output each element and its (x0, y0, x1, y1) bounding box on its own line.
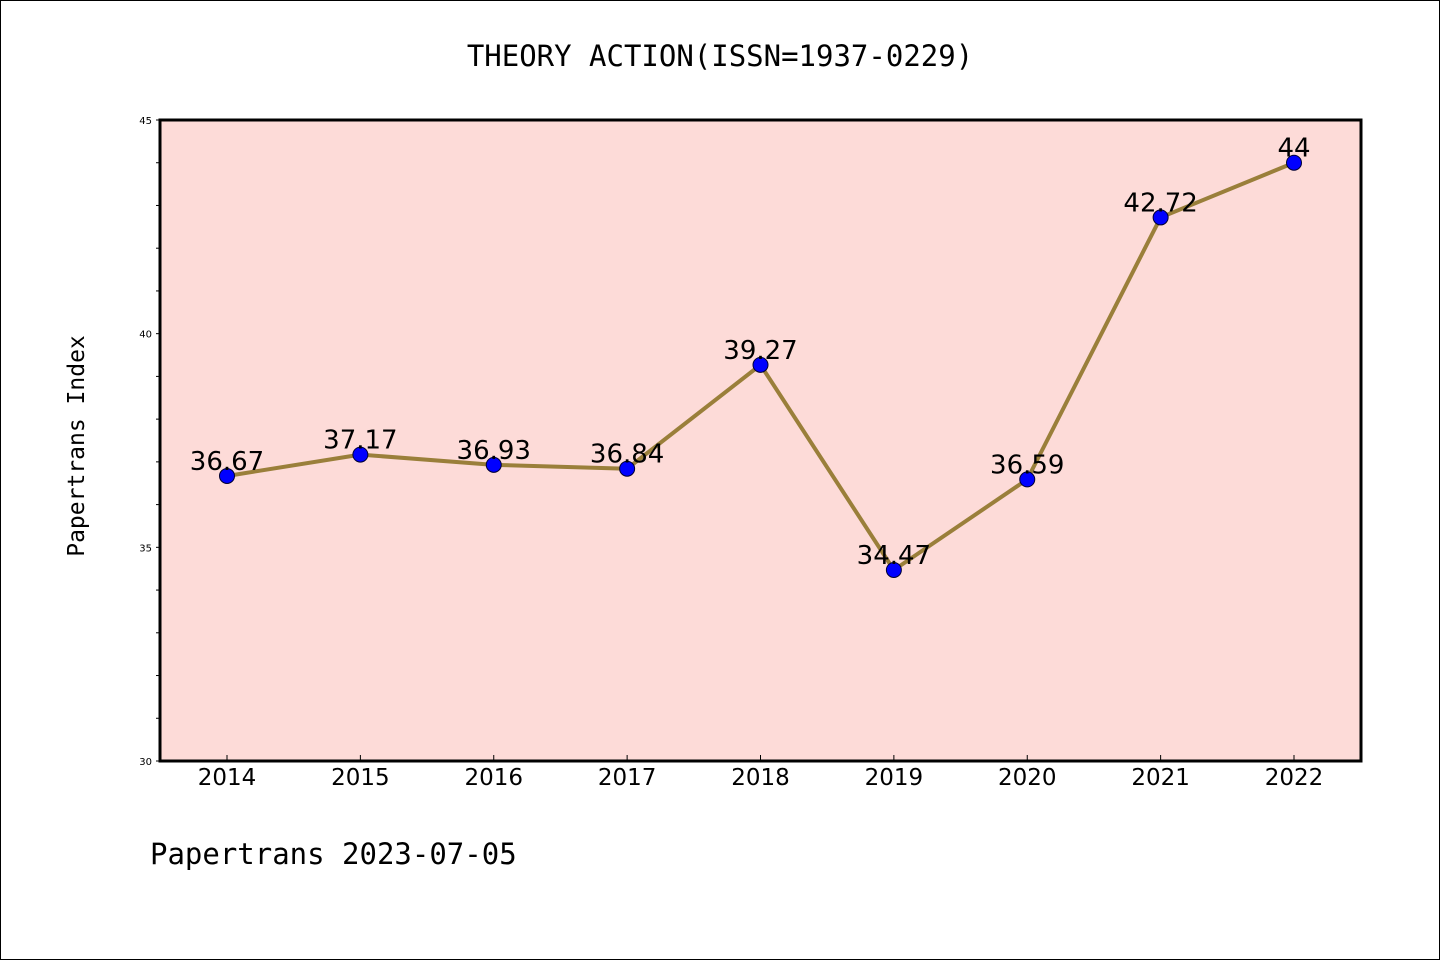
data-label: 36.84 (590, 440, 664, 470)
data-label: 42.72 (1123, 188, 1197, 218)
data-label: 36.93 (457, 436, 531, 466)
y-tick-label: 45 (139, 116, 152, 127)
x-tick-label: 2019 (865, 765, 924, 791)
data-point (219, 467, 235, 484)
series-markers (219, 154, 1302, 578)
data-point (352, 446, 369, 463)
data-label: 36.59 (990, 450, 1064, 480)
footer-text: Papertrans 2023-07-05 (150, 837, 517, 871)
data-point (1019, 471, 1036, 488)
x-tick-label: 2017 (598, 765, 657, 791)
data-point (752, 356, 769, 373)
data-label: 44 (1277, 134, 1310, 164)
y-tick-label: 35 (139, 543, 152, 554)
x-tick-label: 2021 (1131, 765, 1190, 791)
data-label: 37.17 (323, 426, 397, 456)
x-tick-label: 2020 (998, 765, 1057, 791)
x-tick-label: 2015 (331, 765, 390, 791)
x-tick-label: 2014 (198, 765, 257, 791)
y-tick-label: 30 (139, 757, 152, 768)
data-point (1286, 154, 1302, 171)
chart-title: THEORY ACTION(ISSN=1937-0229) (467, 39, 973, 73)
data-labels: 36.67 37.17 36.93 36.84 39.27 34.47 36.59 42.72… (190, 134, 1311, 571)
data-label: 36.67 (190, 447, 264, 477)
x-axis: 2014 2015 2016 2017 2018 2019 2020 2021 2022 (198, 755, 1324, 791)
data-point (1152, 209, 1169, 226)
x-tick-label: 2018 (731, 765, 790, 791)
data-label: 34.47 (857, 541, 931, 571)
data-point (619, 460, 636, 477)
data-label: 39.27 (723, 336, 797, 366)
x-tick-label: 2022 (1265, 765, 1324, 791)
y-axis-label: Papertrans Index (64, 335, 90, 557)
data-point (485, 456, 502, 473)
data-point (885, 561, 902, 578)
x-tick-label: 2016 (464, 765, 523, 791)
y-tick-label: 40 (139, 330, 152, 341)
plot-area (158, 118, 1363, 763)
y-axis: 30 35 40 45 (139, 116, 160, 768)
